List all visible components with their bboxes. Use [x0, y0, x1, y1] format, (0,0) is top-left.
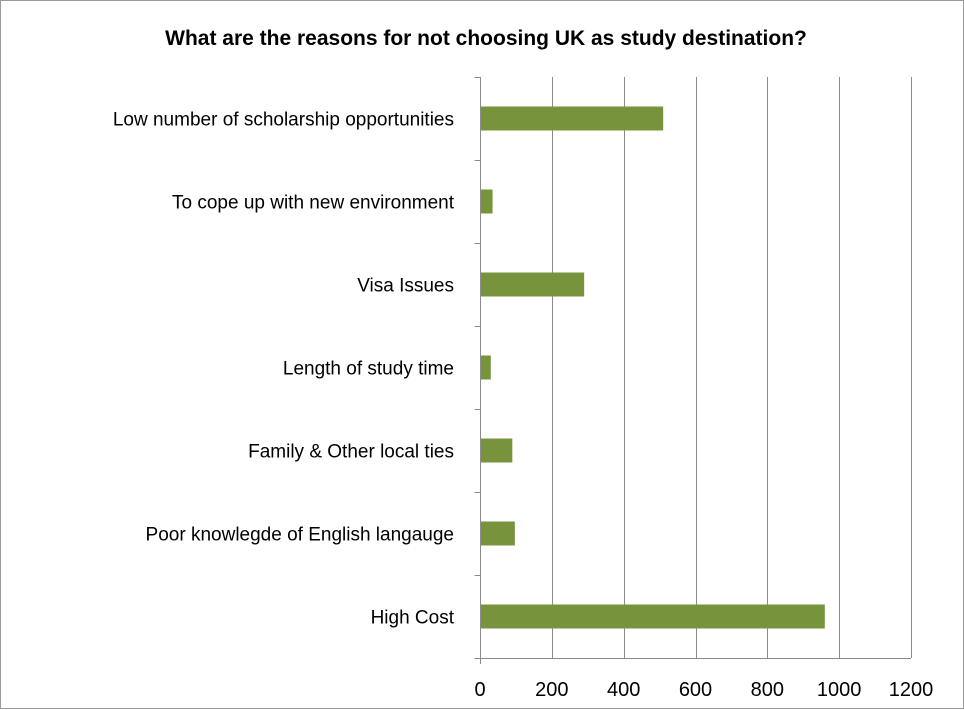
- tick-labels: 0 200 400 600 800 1000 1200: [474, 679, 933, 701]
- chart-title: What are the reasons for not choosing UK…: [165, 27, 807, 50]
- bar-4: [480, 438, 513, 463]
- gridlines: [552, 77, 912, 658]
- x-tick-label-800: 800: [751, 679, 784, 701]
- category-label-6: High Cost: [371, 608, 455, 629]
- x-tick-label-400: 400: [607, 679, 640, 701]
- bars: [480, 106, 825, 629]
- category-label-1: To cope up with new environment: [172, 193, 455, 214]
- x-tick-label-600: 600: [679, 679, 712, 701]
- category-labels: Low number of scholarship opportunities T…: [113, 110, 455, 629]
- x-tick-label-0: 0: [474, 679, 485, 701]
- bar-3: [480, 355, 491, 380]
- category-label-3: Length of study time: [283, 359, 454, 380]
- category-label-4: Family & Other local ties: [248, 442, 454, 463]
- x-tick-label-1200: 1200: [889, 679, 934, 701]
- category-label-2: Visa Issues: [357, 276, 454, 297]
- bar-0: [480, 106, 664, 131]
- bar-1: [480, 189, 493, 214]
- x-tick-label-1000: 1000: [817, 679, 862, 701]
- bar-6: [480, 604, 825, 629]
- category-label-5: Poor knowlegde of English langauge: [146, 525, 454, 546]
- bar-5: [480, 521, 515, 546]
- axes: [474, 77, 911, 664]
- category-label-0: Low number of scholarship opportunities: [113, 110, 454, 131]
- x-tick-label-200: 200: [535, 679, 568, 701]
- bar-2: [480, 272, 585, 297]
